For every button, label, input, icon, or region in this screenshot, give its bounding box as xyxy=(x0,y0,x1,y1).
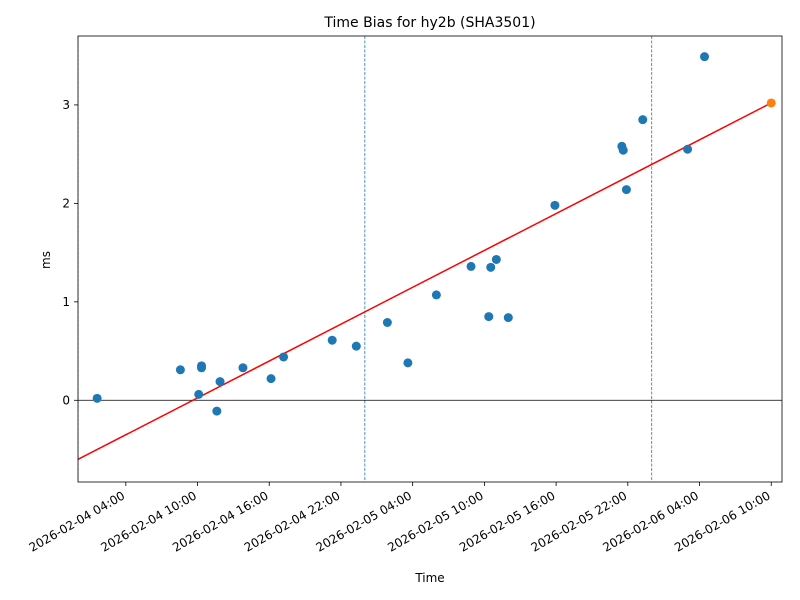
data-point xyxy=(175,365,185,375)
data-point xyxy=(621,185,631,195)
y-tick-label: 0 xyxy=(62,393,70,407)
data-point xyxy=(550,200,560,210)
data-point xyxy=(503,313,513,323)
fit-line xyxy=(78,102,772,461)
data-point xyxy=(238,363,248,373)
data-point xyxy=(212,406,222,416)
data-point xyxy=(92,393,102,403)
data-point xyxy=(700,52,710,62)
data-point xyxy=(638,115,648,125)
data-point xyxy=(194,389,204,399)
chart-title: Time Bias for hy2b (SHA3501) xyxy=(323,15,535,31)
y-tick-label: 1 xyxy=(62,295,70,309)
data-point xyxy=(403,358,413,368)
plot-inner xyxy=(78,36,782,482)
data-point xyxy=(484,312,494,322)
data-point xyxy=(197,363,207,373)
data-point xyxy=(491,254,501,264)
data-point xyxy=(486,262,496,272)
data-point xyxy=(266,374,276,384)
y-tick-label: 3 xyxy=(62,98,70,112)
data-point xyxy=(351,341,361,351)
data-point xyxy=(327,335,337,345)
data-point xyxy=(683,144,693,154)
axes-frame xyxy=(77,35,783,483)
data-point xyxy=(431,290,441,300)
y-axis-ticks: 0 1 2 3 xyxy=(62,98,78,407)
data-point xyxy=(382,318,392,328)
plot-area xyxy=(77,35,783,483)
highlight-point xyxy=(766,98,776,108)
y-tick-label: 2 xyxy=(62,196,70,210)
data-point xyxy=(279,352,289,362)
data-point xyxy=(466,261,476,271)
y-axis-label: ms xyxy=(39,251,53,269)
x-axis-label: Time xyxy=(414,571,444,585)
data-point xyxy=(215,377,225,387)
data-point xyxy=(618,145,628,155)
